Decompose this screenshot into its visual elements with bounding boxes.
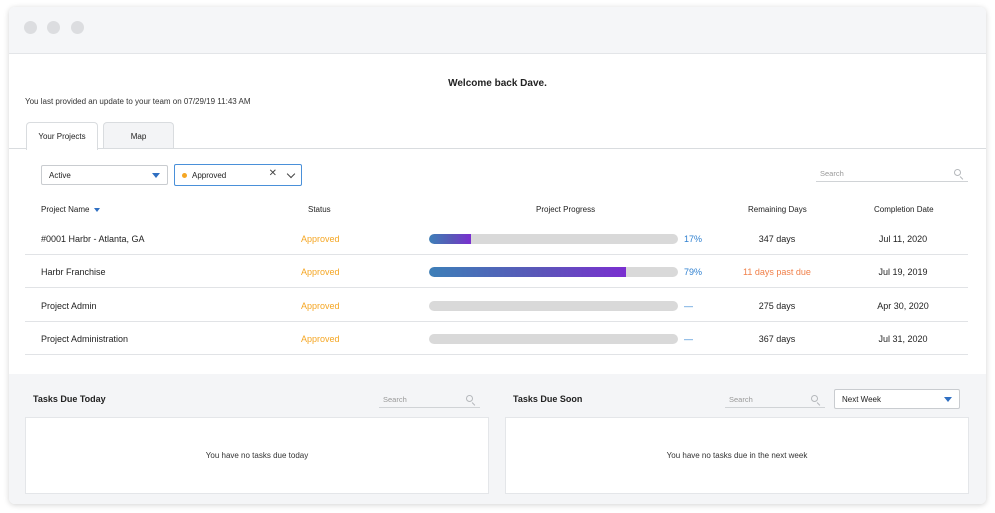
progress-percent: — bbox=[684, 300, 693, 311]
last-update-text: You last provided an update to your team… bbox=[25, 97, 251, 106]
welcome-heading: Welcome back Dave. bbox=[448, 78, 547, 89]
project-search-input[interactable]: Search bbox=[816, 166, 968, 182]
tasks-soon-search-input[interactable]: Search bbox=[725, 392, 825, 408]
project-status: Approved bbox=[301, 333, 340, 344]
tasks-soon-search-placeholder: Search bbox=[729, 395, 753, 404]
window-minimize-dot[interactable] bbox=[47, 21, 60, 34]
progress-bar-fill bbox=[429, 267, 626, 277]
column-header-remaining-days: Remaining Days bbox=[748, 205, 807, 214]
progress-bar-fill bbox=[429, 234, 472, 244]
progress-percent: 17% bbox=[684, 233, 703, 244]
completion-date: Jul 19, 2019 bbox=[878, 266, 928, 277]
remaining-days: 275 days bbox=[758, 300, 796, 311]
column-header-project-name-label: Project Name bbox=[41, 205, 90, 214]
caret-down-icon bbox=[944, 397, 952, 402]
project-name[interactable]: Harbr Franchise bbox=[41, 266, 106, 277]
window-maximize-dot[interactable] bbox=[71, 21, 84, 34]
progress-bar bbox=[429, 267, 678, 277]
title-bar bbox=[9, 7, 986, 54]
status-filter-select[interactable]: Active bbox=[41, 165, 168, 185]
project-status: Approved bbox=[301, 266, 340, 277]
table-row[interactable]: Harbr Franchise Approved 79% 11 days pas… bbox=[25, 255, 968, 288]
project-name[interactable]: Project Admin bbox=[41, 300, 97, 311]
column-header-progress: Project Progress bbox=[536, 205, 596, 214]
tasks-due-soon-title: Tasks Due Soon bbox=[513, 394, 583, 404]
completion-date: Jul 31, 2020 bbox=[878, 333, 928, 344]
search-icon bbox=[466, 395, 476, 406]
tab-your-projects[interactable]: Your Projects bbox=[26, 122, 98, 150]
chevron-down-icon[interactable] bbox=[286, 169, 296, 179]
progress-percent: — bbox=[684, 333, 693, 344]
close-icon[interactable]: ✕ bbox=[268, 168, 277, 179]
search-icon bbox=[954, 169, 964, 180]
project-status: Approved bbox=[301, 233, 340, 244]
column-header-completion-date: Completion Date bbox=[874, 205, 934, 214]
progress-percent: 79% bbox=[684, 266, 703, 277]
status-filter-value: Active bbox=[49, 170, 71, 180]
search-icon bbox=[811, 395, 821, 406]
approval-filter-value: Approved bbox=[192, 170, 227, 180]
project-search-placeholder: Search bbox=[820, 169, 844, 178]
project-status: Approved bbox=[301, 300, 340, 311]
app-window: Welcome back Dave. You last provided an … bbox=[9, 7, 986, 504]
tasks-today-search-input[interactable]: Search bbox=[379, 392, 480, 408]
sort-caret-icon bbox=[94, 207, 101, 212]
progress-bar bbox=[429, 334, 678, 344]
remaining-days: 11 days past due bbox=[743, 266, 811, 277]
project-name[interactable]: #0001 Harbr - Atlanta, GA bbox=[41, 233, 145, 244]
progress-bar bbox=[429, 301, 678, 311]
completion-date: Apr 30, 2020 bbox=[877, 300, 929, 311]
tasks-today-empty-message: You have no tasks due today bbox=[205, 451, 309, 460]
table-row[interactable]: #0001 Harbr - Atlanta, GA Approved 17% 3… bbox=[25, 222, 968, 255]
column-header-status: Status bbox=[308, 205, 331, 214]
tasks-due-soon-panel: You have no tasks due in the next week bbox=[505, 417, 969, 494]
tasks-range-select[interactable]: Next Week bbox=[834, 389, 960, 409]
tab-map[interactable]: Map bbox=[103, 122, 174, 149]
tasks-today-search-placeholder: Search bbox=[383, 395, 407, 404]
approval-filter-select[interactable]: Approved ✕ bbox=[174, 164, 302, 186]
window-close-dot[interactable] bbox=[24, 21, 37, 34]
table-row[interactable]: Project Admin Approved — 275 days Apr 30… bbox=[25, 289, 968, 322]
caret-down-icon bbox=[152, 173, 160, 178]
status-dot-icon bbox=[182, 172, 187, 178]
remaining-days: 347 days bbox=[758, 233, 796, 244]
column-header-project-name[interactable]: Project Name bbox=[41, 205, 101, 214]
tasks-due-today-title: Tasks Due Today bbox=[33, 394, 106, 404]
progress-bar bbox=[429, 234, 678, 244]
project-name[interactable]: Project Administration bbox=[41, 333, 129, 344]
tab-divider bbox=[9, 148, 986, 149]
table-row[interactable]: Project Administration Approved — 367 da… bbox=[25, 322, 968, 355]
tasks-due-today-panel: You have no tasks due today bbox=[25, 417, 489, 494]
completion-date: Jul 11, 2020 bbox=[878, 233, 928, 244]
remaining-days: 367 days bbox=[758, 333, 796, 344]
tasks-range-value: Next Week bbox=[842, 394, 881, 404]
tasks-soon-empty-message: You have no tasks due in the next week bbox=[666, 451, 808, 460]
